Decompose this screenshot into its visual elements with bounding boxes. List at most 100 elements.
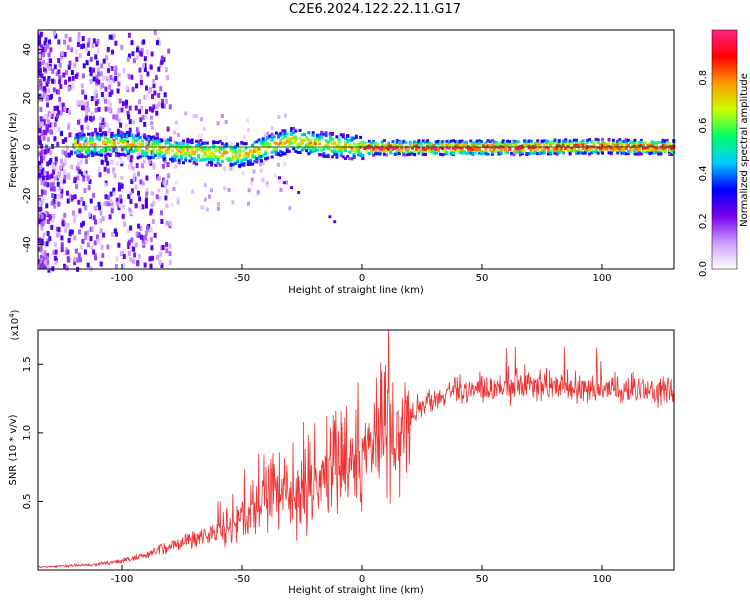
spectrogram-cell — [655, 143, 658, 147]
spectrogram-cell — [564, 147, 568, 150]
spectrogram-cell — [122, 254, 126, 259]
snr-x-ticks: -100 -50 0 50 100 — [111, 565, 612, 585]
spectrogram-cell — [350, 157, 354, 161]
spectrogram-cell — [363, 143, 367, 147]
spectrogram-cell — [120, 183, 124, 189]
spectrogram-cell — [179, 157, 183, 161]
spectrogram-cell — [553, 139, 557, 143]
spectrogram-cell — [108, 153, 112, 157]
spectrogram-cell — [639, 144, 643, 148]
spectrogram-cell — [80, 197, 84, 202]
spectrogram-cell — [238, 149, 242, 153]
spectrogram-cell — [452, 142, 455, 146]
spectrogram-cell — [80, 44, 84, 49]
spectrogram-cell — [44, 63, 48, 69]
spectrogram-cell — [149, 263, 153, 269]
spectrogram-cell — [560, 142, 563, 146]
spectrogram-cell — [123, 144, 127, 148]
spectrogram-cell — [38, 61, 42, 67]
spectrogram-cell — [39, 264, 43, 270]
spectrogram-cell — [229, 141, 233, 146]
spectrogram-cell — [74, 144, 77, 148]
spectrogram-cell — [97, 137, 101, 141]
spectrogram-cell — [294, 137, 298, 141]
spectrogram-cell — [307, 152, 311, 156]
spectrogram-cell — [128, 164, 131, 170]
spectrogram-cell — [283, 152, 287, 156]
spectrogram-cell — [441, 141, 445, 145]
spectrogram-cell — [50, 186, 53, 192]
spectrogram-cell — [88, 67, 92, 72]
spectrogram-cell — [169, 136, 172, 140]
spectrogram-cell — [38, 39, 42, 45]
spectrogram-cell — [570, 149, 574, 153]
spectrogram-cell — [42, 52, 46, 58]
spectrogram-cell — [52, 213, 56, 219]
spectrogram-cell — [149, 156, 153, 160]
spectrogram-cell — [283, 132, 287, 136]
spectrogram-cell — [135, 47, 139, 53]
spectrogram-cell — [95, 152, 99, 156]
spectrogram-cell — [77, 32, 81, 38]
spectrogram-cell — [87, 107, 91, 113]
spectrogram-cell — [242, 149, 246, 153]
x-tick-label: -100 — [111, 273, 134, 284]
spectrogram-cell — [149, 142, 153, 146]
spectrogram-y-label: Frequency (Hz) — [8, 112, 19, 188]
spectrogram-cell — [60, 193, 63, 199]
spectrogram-cell — [166, 147, 170, 151]
spectrogram-cell — [363, 146, 367, 150]
spectrogram-cell — [69, 193, 72, 199]
spectrogram-cell — [216, 155, 220, 159]
spectrogram-cell — [110, 144, 114, 148]
spectrogram-cell — [598, 143, 602, 146]
spectrogram-cell — [277, 179, 281, 184]
spectrogram-cell — [121, 152, 125, 156]
spectrogram-cell — [445, 150, 449, 154]
spectrogram-cell — [173, 155, 177, 159]
spectrogram-cell — [130, 237, 134, 243]
spectrogram-cell — [303, 139, 306, 143]
spectrogram-cell — [315, 133, 319, 137]
spectrogram-cell — [148, 256, 152, 262]
spectrogram-cell — [65, 70, 68, 76]
spectrogram-cell — [503, 143, 507, 147]
spectrogram-cell — [581, 139, 585, 143]
spectrogram-cell — [339, 149, 343, 153]
spectrogram-cell — [266, 131, 269, 136]
spectrogram-cell — [126, 228, 130, 234]
spectrogram-cell — [575, 140, 579, 144]
spectrogram-cell — [107, 99, 111, 105]
spectrogram-cell — [177, 158, 181, 162]
spectrogram-cell — [85, 60, 89, 66]
spectrogram-cell — [64, 137, 68, 143]
spectrogram-cell — [540, 151, 544, 155]
spectrogram-cell — [42, 119, 46, 125]
spectrogram-cell — [99, 228, 103, 234]
spectrogram-cell — [503, 141, 507, 145]
spectrogram-cell — [419, 142, 423, 146]
spectrogram-x-ticks: -100 -50 0 50 100 — [111, 264, 612, 284]
spectrogram-cell — [114, 231, 118, 237]
spectrogram-cell — [259, 162, 262, 167]
spectrogram-cell — [264, 144, 268, 148]
spectrogram-cell — [326, 140, 330, 144]
spectrogram-cell — [89, 144, 93, 148]
spectrogram-cell — [385, 143, 388, 147]
spectrogram-cell — [76, 165, 80, 171]
spectrogram-cell — [125, 99, 129, 105]
spectrogram-cell — [538, 143, 542, 147]
spectrogram-cell — [159, 245, 163, 251]
spectrogram-cell — [311, 143, 315, 147]
spectrogram-cell — [428, 149, 432, 153]
x-tick-label: -100 — [111, 574, 134, 585]
spectrogram-cell — [225, 150, 229, 154]
spectrogram-cell — [82, 43, 86, 49]
spectrogram-cell — [46, 78, 50, 84]
spectrogram-cell — [203, 153, 207, 157]
spectrogram-cell — [100, 92, 104, 97]
spectrogram-cell — [100, 244, 104, 250]
spectrogram-cell — [163, 158, 167, 164]
spectrogram-cell — [45, 175, 49, 181]
spectrogram-cell — [92, 76, 96, 82]
